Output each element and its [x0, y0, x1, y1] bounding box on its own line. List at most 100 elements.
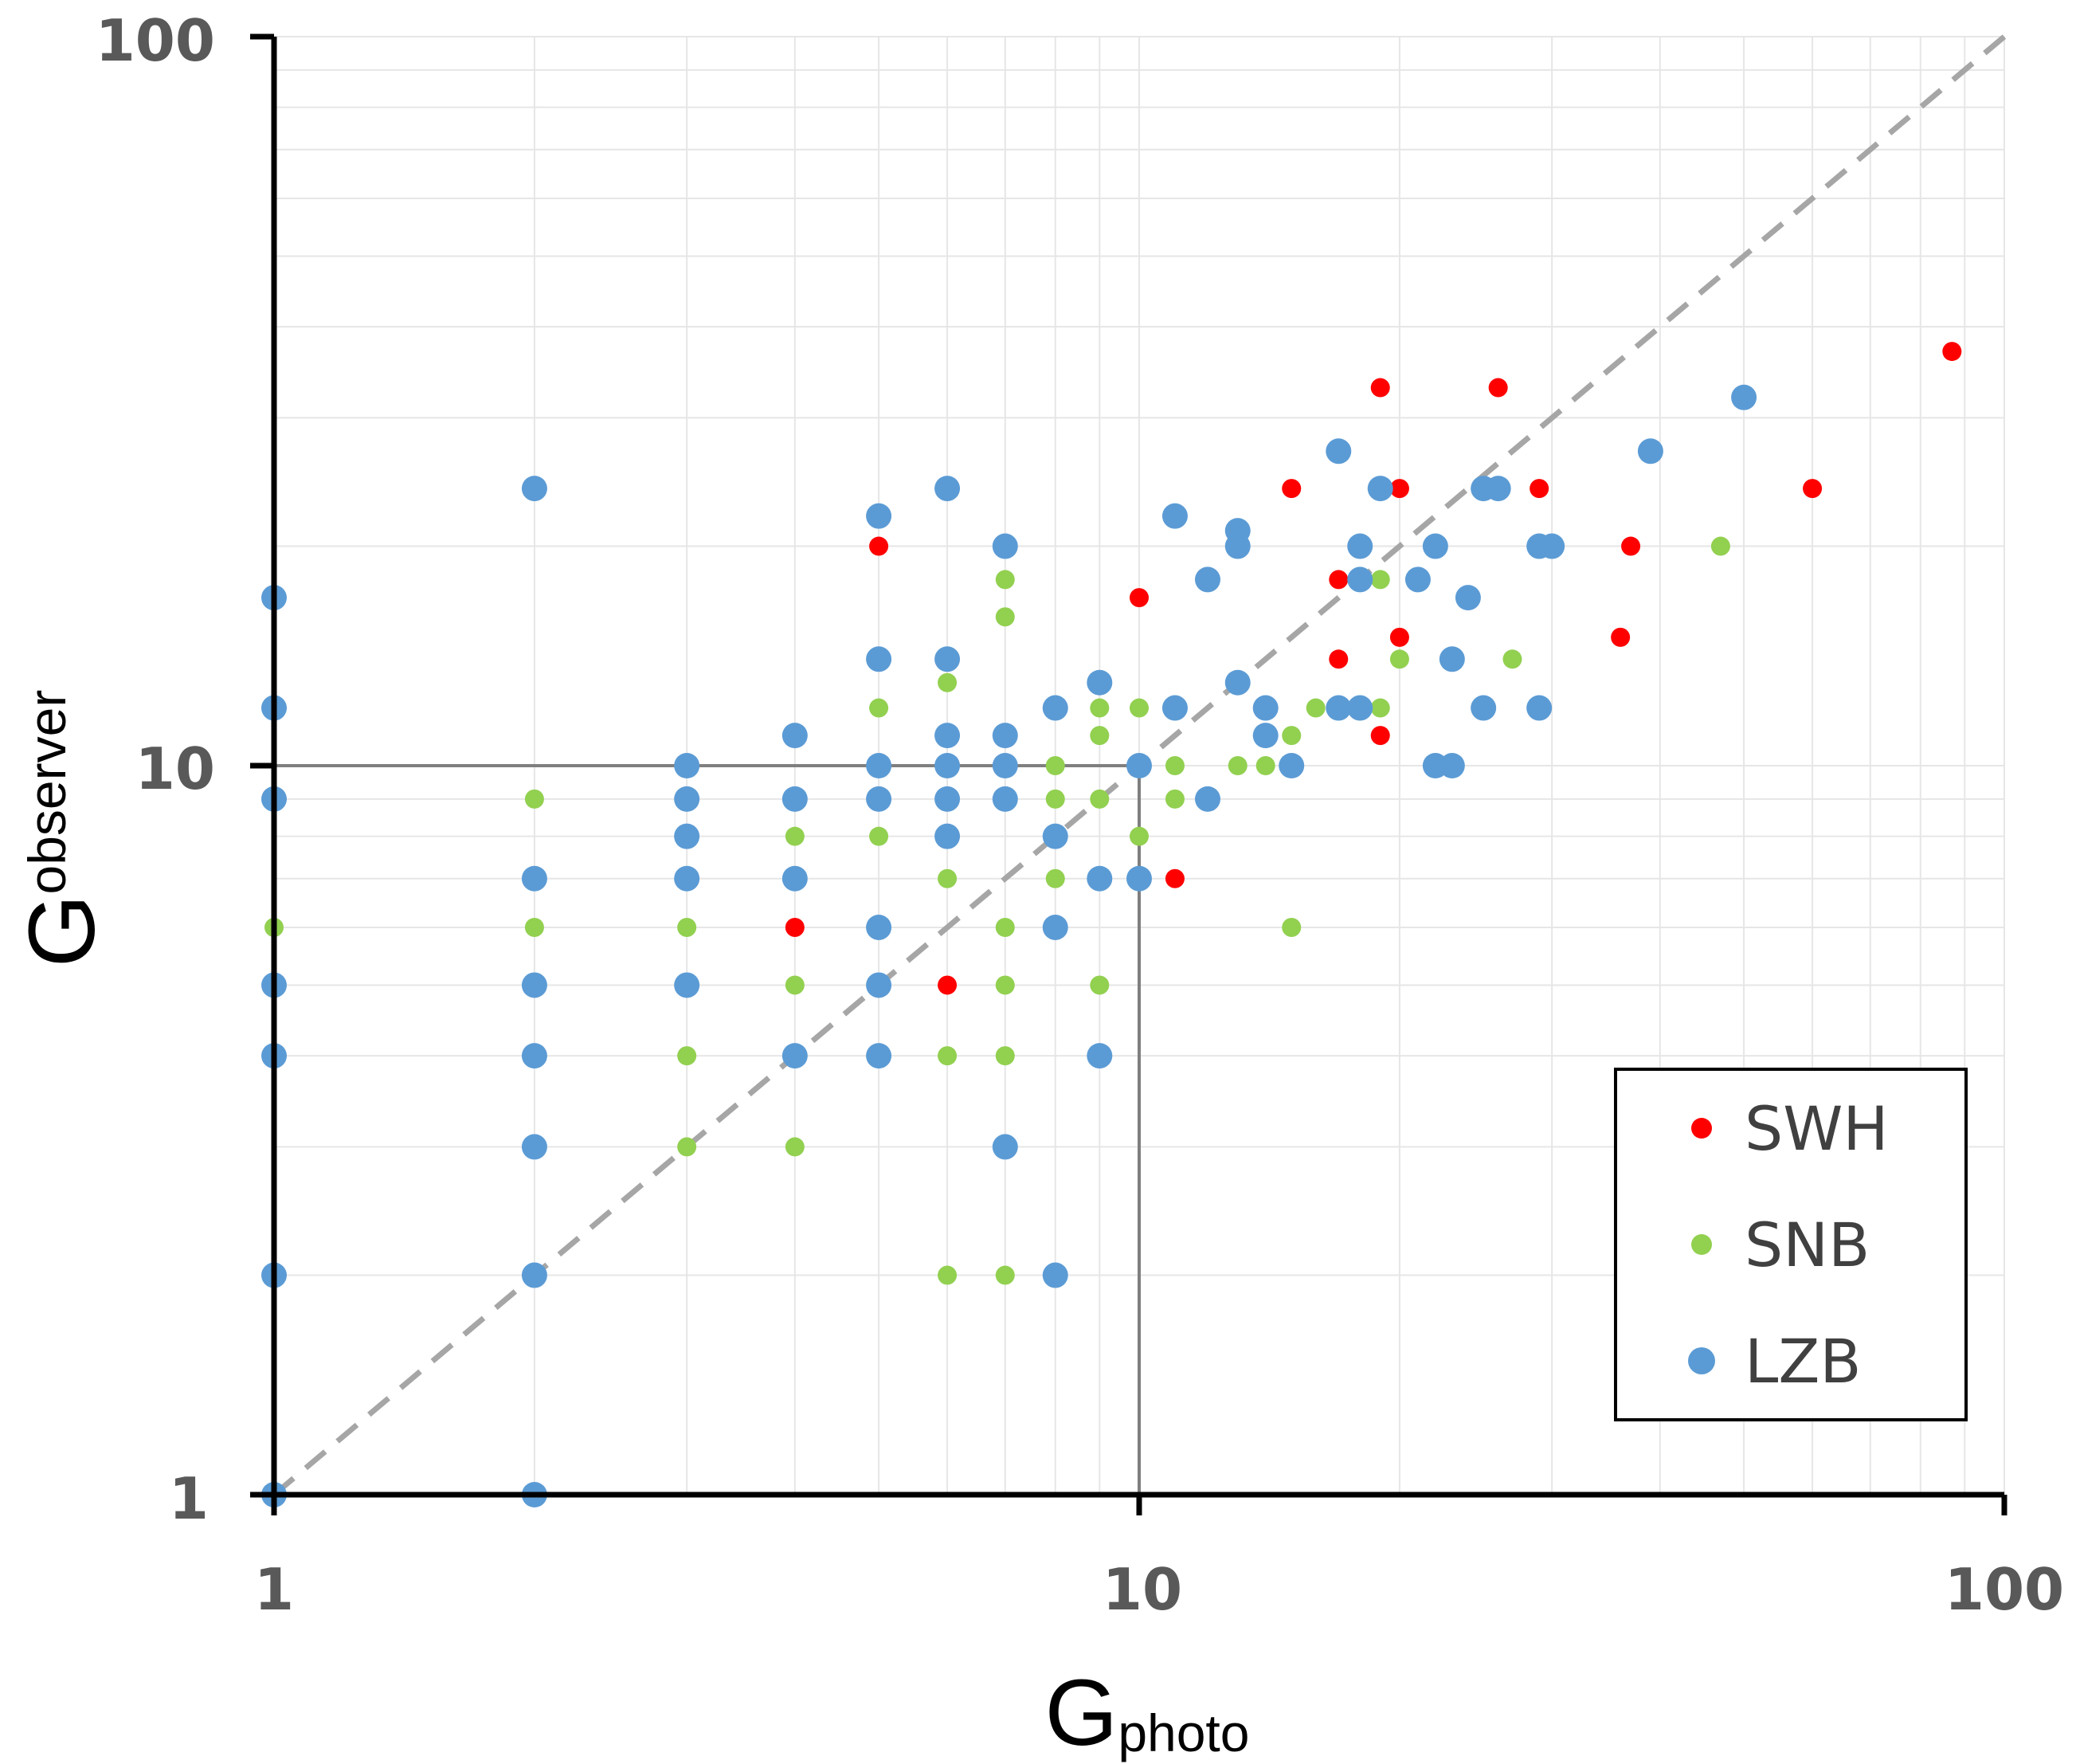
snb-point [1090, 698, 1110, 718]
snb-point [1090, 975, 1110, 995]
x-tick-label: 10 [1103, 1556, 1182, 1623]
lzb-point [992, 533, 1018, 559]
x-axis-title: Gphoto [1045, 1660, 1250, 1764]
legend-box [1614, 1068, 1968, 1421]
lzb-point [992, 723, 1018, 749]
snb-point [1228, 756, 1248, 775]
legend-swh-marker [1691, 1118, 1712, 1139]
lzb-point [1539, 533, 1565, 559]
y-tick-labels: 1 10 100 [96, 7, 215, 1532]
snb-point [524, 789, 544, 809]
snb-point [1389, 649, 1409, 669]
snb-point [1130, 698, 1149, 718]
lzb-point [674, 865, 700, 892]
snb-point [1282, 726, 1302, 746]
swh-point [1530, 479, 1549, 499]
snb-point [1130, 826, 1149, 846]
swh-point [1329, 649, 1349, 669]
lzb-point [1161, 503, 1188, 529]
swh-point [1282, 479, 1302, 499]
lzb-point [1367, 476, 1393, 502]
snb-point [1282, 917, 1302, 937]
swh-point [1621, 536, 1641, 556]
swh-point [1329, 570, 1349, 590]
lzb-point [1526, 695, 1553, 721]
y-axis-title: Gobserver [10, 690, 115, 968]
lzb-point [1471, 695, 1497, 721]
lzb-point [1347, 533, 1373, 559]
lzb-point [521, 1262, 547, 1288]
lzb-point [866, 1043, 892, 1069]
snb-point [1045, 756, 1065, 775]
lzb-point [1731, 384, 1757, 410]
lzb-point [1224, 669, 1251, 696]
snb-point [1370, 570, 1390, 590]
snb-point [1502, 649, 1522, 669]
swh-point [1389, 627, 1409, 647]
y-tick-label: 10 [135, 735, 215, 802]
swh-point [1942, 342, 1962, 362]
legend-snb-label: SNB [1745, 1209, 1870, 1280]
lzb-point [992, 753, 1018, 778]
swh-point [1130, 588, 1149, 608]
lzb-point [1087, 1043, 1113, 1069]
snb-point [1255, 756, 1275, 775]
snb-point [995, 570, 1015, 590]
lzb-point [1637, 438, 1663, 465]
y-axis-title-main: G [10, 894, 115, 967]
legend-lzb-label: LZB [1745, 1326, 1862, 1397]
snb-point [1045, 789, 1065, 809]
snb-point [1165, 756, 1185, 775]
lzb-point [1161, 695, 1188, 721]
lzb-point [1087, 865, 1113, 892]
lzb-point [992, 786, 1018, 812]
swh-point [1488, 378, 1508, 398]
legend-swh-label: SWH [1745, 1093, 1889, 1164]
snb-point [1090, 789, 1110, 809]
lzb-point [866, 503, 892, 529]
swh-point [1611, 627, 1631, 647]
snb-point [995, 917, 1015, 937]
lzb-point [781, 723, 808, 749]
snb-point [677, 917, 697, 937]
lzb-point [1126, 753, 1152, 778]
lzb-point [781, 1043, 808, 1069]
y-tick-label: 100 [96, 7, 215, 74]
snb-point [938, 868, 958, 888]
lzb-point [866, 972, 892, 998]
x-axis-title-sub: photo [1118, 1703, 1249, 1762]
lzb-point [1194, 566, 1220, 593]
snb-point [995, 975, 1015, 995]
data-points [261, 342, 1962, 1507]
snb-point [995, 1046, 1015, 1066]
snb-point [1370, 698, 1390, 718]
lzb-point [781, 786, 808, 812]
lzb-point [1455, 585, 1481, 611]
lzb-point [934, 646, 961, 672]
lzb-point [1252, 695, 1279, 721]
legend-lzb-marker [1688, 1347, 1715, 1374]
lzb-point [1042, 823, 1068, 849]
snb-point [1045, 868, 1065, 888]
lzb-point [781, 865, 808, 892]
snb-point [785, 975, 805, 995]
swh-point [869, 536, 889, 556]
snb-point [869, 826, 889, 846]
lzb-point [521, 1134, 547, 1160]
lzb-point [521, 865, 547, 892]
snb-point [938, 1046, 958, 1066]
snb-point [938, 672, 958, 692]
lzb-point [1126, 865, 1152, 892]
lzb-point [1252, 723, 1279, 749]
x-axis-title-main: G [1045, 1660, 1118, 1764]
lzb-point [934, 823, 961, 849]
snb-point [524, 917, 544, 937]
legend: SWH SNB LZB [1614, 1068, 1968, 1421]
lzb-point [1224, 533, 1251, 559]
snb-point [785, 826, 805, 846]
snb-point [1165, 789, 1185, 809]
legend-snb-marker [1691, 1234, 1712, 1255]
swh-point [1389, 479, 1409, 499]
lzb-point [1422, 533, 1448, 559]
